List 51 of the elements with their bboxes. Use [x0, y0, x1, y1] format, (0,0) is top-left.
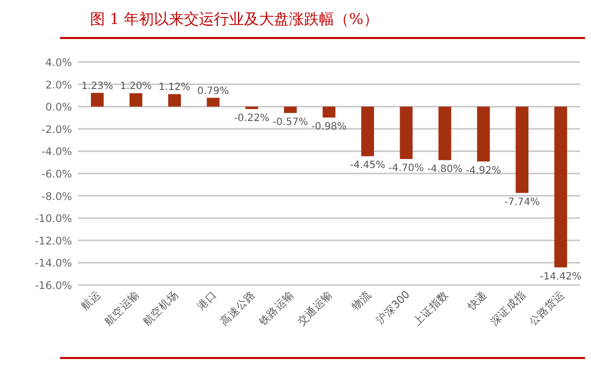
bar [477, 106, 490, 162]
x-tick-label: 航空机场 [140, 288, 181, 328]
y-tick-label: 4.0% [45, 57, 72, 69]
data-label: 0.79% [197, 86, 230, 97]
data-label: -4.45% [350, 160, 386, 172]
chart-title: 图 1 年初以来交运行业及大盘涨跌幅（%） [90, 10, 378, 28]
data-label: -4.70% [388, 163, 424, 174]
x-tick-label: 公路货运 [526, 288, 567, 328]
bar [90, 92, 104, 107]
data-label: -14.42% [540, 271, 582, 282]
bar [168, 94, 181, 107]
data-label: 1.20% [120, 81, 152, 92]
y-tick-label: 0.0% [45, 102, 72, 114]
data-label: 1.23% [81, 80, 114, 92]
bar [284, 106, 297, 113]
bar [361, 106, 374, 156]
data-label: -4.80% [427, 164, 463, 176]
y-tick-label: -14.0% [34, 258, 72, 270]
x-tick-label: 物流 [348, 288, 374, 313]
y-tick-label: -10.0% [34, 213, 72, 226]
x-tick-label: 航运 [78, 288, 104, 313]
x-tick-label: 航空运输 [102, 288, 142, 328]
x-tick-label: 上证指数 [410, 288, 451, 328]
bar [130, 93, 142, 107]
bar [438, 106, 452, 160]
y-tick-label: -16.0% [34, 280, 72, 292]
x-tick-label: 铁路运输 [255, 288, 297, 329]
y-tick-label: -6.0% [42, 168, 72, 180]
bar [322, 106, 336, 118]
bar [245, 106, 258, 110]
x-tick-label: 港口 [194, 288, 220, 313]
data-label: 1.12% [158, 82, 190, 94]
y-tick-label: -2.0% [42, 124, 72, 136]
x-tick-label: 深证成指 [488, 288, 528, 328]
data-label: -0.98% [311, 122, 347, 133]
bar [516, 106, 528, 193]
y-tick-label: -4.0% [42, 146, 72, 158]
data-label: -7.74% [504, 196, 540, 208]
data-label: -0.22% [234, 113, 270, 124]
bar [400, 106, 413, 160]
y-tick-label: -8.0% [42, 190, 72, 203]
x-tick-label: 沪深300 [373, 288, 412, 327]
y-tick-label: -12.0% [34, 235, 72, 248]
data-label: -0.57% [272, 116, 308, 128]
x-tick-label: 快递 [464, 288, 490, 314]
y-tick-label: 2.0% [45, 79, 72, 92]
data-label: -4.92% [466, 165, 502, 176]
bar [554, 106, 568, 268]
x-tick-label: 高速公路 [218, 288, 258, 328]
x-tick-label: 交通运输 [294, 288, 336, 328]
bar [206, 98, 220, 107]
